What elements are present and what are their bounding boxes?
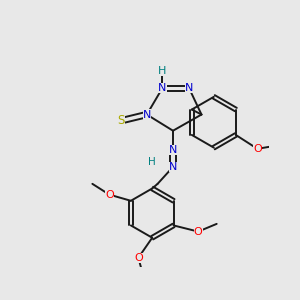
Text: N: N bbox=[169, 162, 177, 172]
Text: O: O bbox=[134, 253, 143, 263]
Text: O: O bbox=[253, 144, 262, 154]
Text: N: N bbox=[142, 110, 151, 119]
Text: O: O bbox=[194, 226, 203, 237]
Text: O: O bbox=[105, 190, 114, 200]
Text: H: H bbox=[148, 157, 156, 166]
Text: N: N bbox=[185, 83, 194, 93]
Text: N: N bbox=[169, 145, 177, 155]
Text: N: N bbox=[158, 83, 166, 93]
Text: H: H bbox=[158, 66, 166, 76]
Text: S: S bbox=[118, 114, 125, 127]
